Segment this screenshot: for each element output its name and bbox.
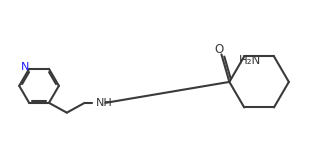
Text: H₂N: H₂N	[239, 54, 262, 67]
Text: NH: NH	[95, 98, 112, 108]
Text: N: N	[21, 62, 29, 72]
Text: O: O	[215, 43, 224, 55]
